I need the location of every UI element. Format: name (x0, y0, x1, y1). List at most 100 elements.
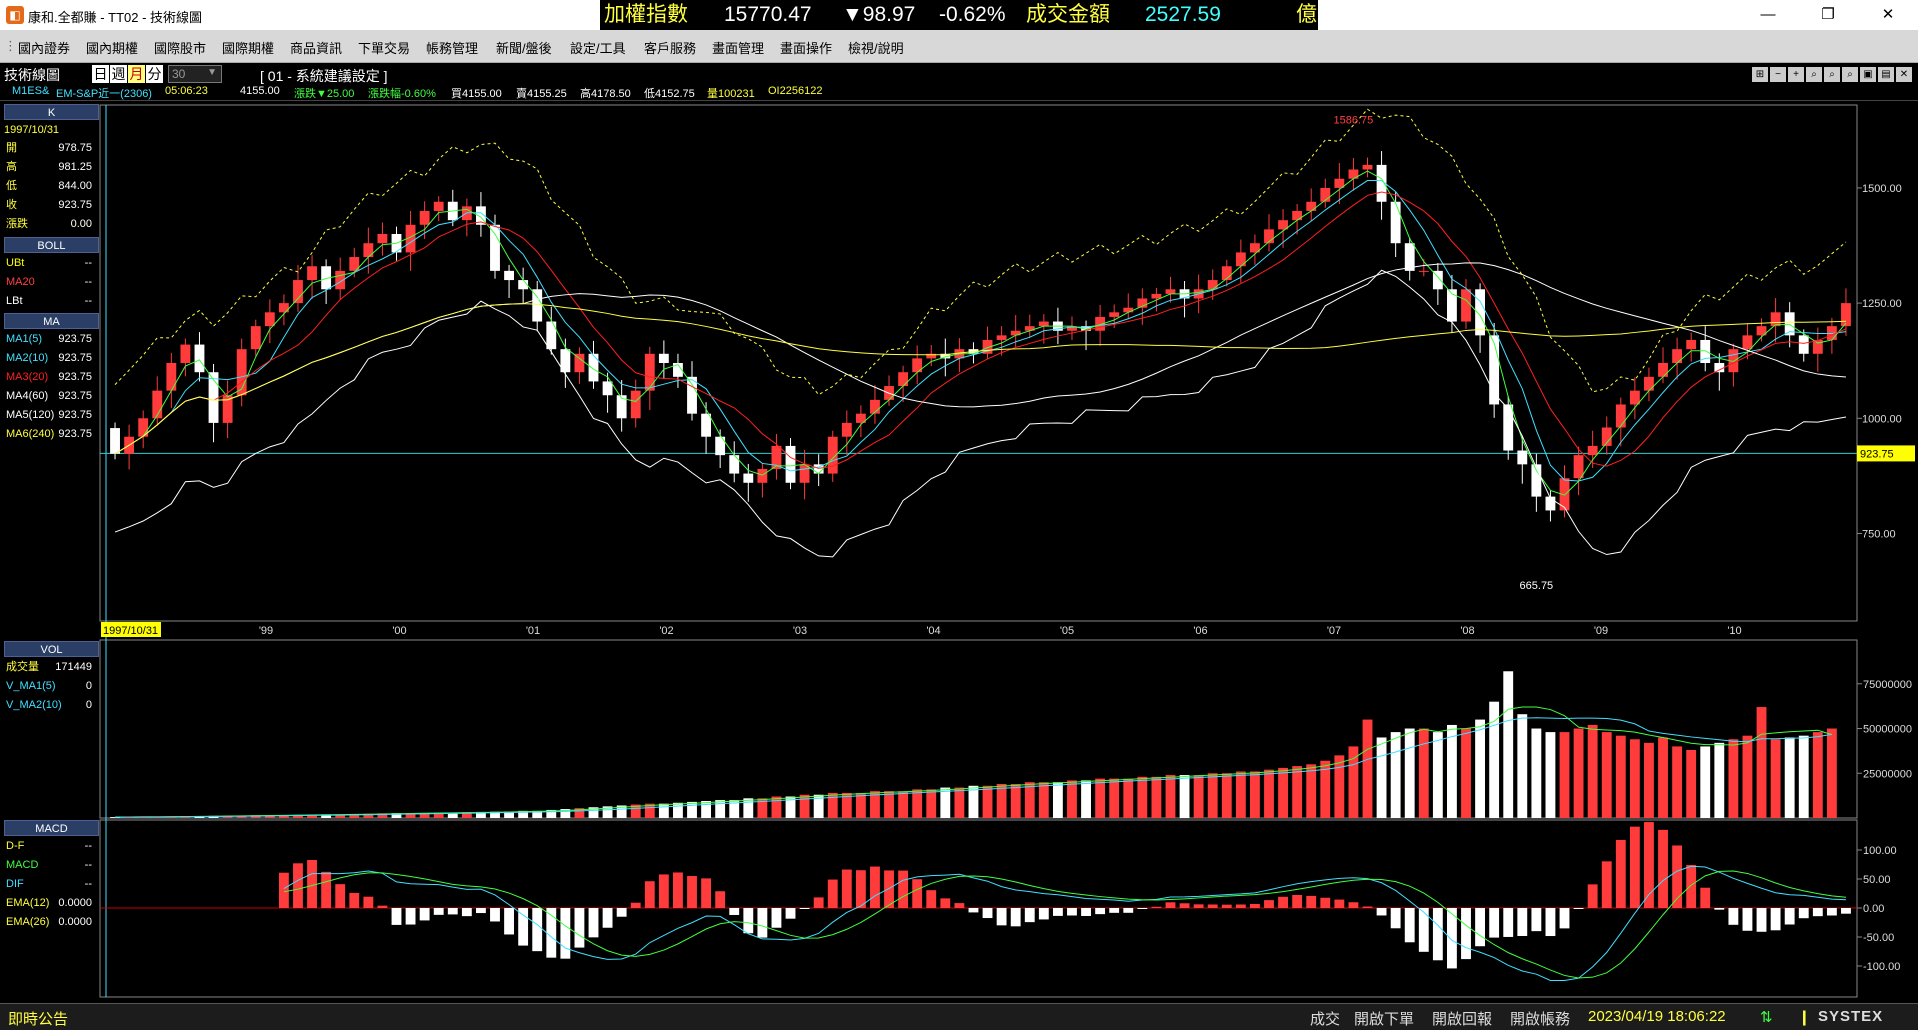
boll-row-0-key: UBt (6, 257, 25, 269)
candle-body-116 (1742, 335, 1753, 350)
candle-body-104 (1573, 455, 1584, 479)
vol-bar-35 (602, 806, 613, 818)
minimize-icon[interactable]: — (1760, 6, 1776, 23)
restore-icon[interactable]: ❐ (1821, 6, 1835, 23)
candle-body-31 (546, 321, 557, 350)
macd-bar-96 (1461, 908, 1471, 960)
macd-panel-head[interactable]: MACD (4, 820, 99, 836)
macd-bar-110 (1658, 829, 1668, 908)
open-report-button[interactable]: 開啟回報 (1432, 1011, 1493, 1028)
boll-row-0-value: -- (84, 257, 92, 269)
candle-body-32 (560, 349, 571, 373)
candle-body-52 (841, 422, 852, 437)
candle-body-83 (1278, 220, 1288, 230)
macd-bar-93 (1418, 908, 1429, 952)
interval-value: 30 (172, 67, 186, 81)
vol-bar-107 (1615, 735, 1626, 818)
vol-panel-head[interactable]: VOL (4, 641, 99, 657)
ma-row-4-value: 923.75 (58, 409, 92, 421)
setting-label[interactable]: [ 01 - 系統建議設定 ] (260, 68, 388, 84)
x-axis-label-6: '05 (1060, 625, 1074, 637)
vol-bar-74 (1151, 776, 1162, 818)
period-button-1[interactable]: 週 (110, 65, 127, 83)
open-account-button[interactable]: 開啟帳務 (1510, 1011, 1571, 1028)
macd-bar-52 (841, 869, 852, 908)
vol-bar-112 (1686, 750, 1697, 818)
k-row-2-key: 低 (6, 180, 17, 192)
macd-bar-46 (757, 908, 768, 938)
candle-body-7 (208, 372, 219, 423)
vol-row-2-key: V_MA2(10) (6, 699, 62, 711)
close-icon[interactable]: ✕ (1881, 6, 1895, 23)
layout-icon[interactable]: ▤ (1878, 67, 1894, 82)
period-button-2[interactable]: 月 (128, 65, 145, 83)
macd-bar-35 (602, 908, 613, 928)
macd-bar-25 (461, 908, 472, 917)
k-row-4-value: 0.00 (70, 218, 92, 230)
candle-body-16 (335, 270, 346, 290)
menu-item-1[interactable]: 國內期權 (86, 41, 139, 56)
interval-select[interactable]: 30 ▼ (168, 65, 222, 83)
vol-bar-25 (461, 812, 472, 818)
macd-bar-106 (1601, 861, 1612, 908)
search-icon[interactable]: ⌕ (1806, 67, 1822, 82)
price-frame (99, 104, 1858, 622)
current-price-tag (1857, 445, 1915, 462)
vol-bar-105 (1587, 724, 1598, 818)
macd-bar-95 (1447, 908, 1457, 969)
macd-bar-76 (1179, 903, 1190, 908)
menu-item-12[interactable]: 檢視/說明 (848, 41, 904, 56)
ma-panel-head[interactable]: MA (4, 313, 99, 329)
news-label[interactable]: 即時公告 (8, 1011, 69, 1028)
vol-bar-111 (1672, 746, 1683, 818)
vol-bar-16 (335, 814, 346, 818)
menu-item-7[interactable]: 新聞/盤後 (496, 41, 552, 56)
menu-item-0[interactable]: 國內證券 (18, 41, 71, 56)
menu-item-5[interactable]: 下單交易 (358, 41, 411, 56)
candle-body-51 (827, 436, 838, 474)
save-icon[interactable]: ▣ (1860, 67, 1876, 82)
open-order-button[interactable]: 開啟下單 (1354, 1011, 1415, 1028)
candle-body-86 (1320, 187, 1331, 202)
menu-item-6[interactable]: 帳務管理 (426, 41, 479, 56)
menu-item-10[interactable]: 畫面管理 (712, 41, 765, 56)
vol-bar-92 (1404, 728, 1415, 818)
candle-body-14 (307, 266, 317, 281)
menu-item-2[interactable]: 國際股市 (154, 41, 207, 56)
boll-panel-head[interactable]: BOLL (4, 237, 99, 253)
crosshair-icon[interactable]: ⊞ (1752, 67, 1768, 82)
search-plus-icon[interactable]: ⌕ (1824, 67, 1840, 82)
menu-item-3[interactable]: 國際期權 (222, 41, 275, 56)
trade-button[interactable]: 成交 (1310, 1011, 1341, 1028)
candle-body-56 (898, 372, 909, 387)
menu-item-9[interactable]: 客戶服務 (644, 41, 697, 56)
vol-bar-0 (110, 817, 120, 818)
vol-bar-60 (954, 787, 965, 818)
close-panel-icon[interactable]: ✕ (1896, 67, 1912, 82)
menu-item-11[interactable]: 畫面操作 (780, 41, 833, 56)
candle-body-79 (1221, 266, 1232, 281)
app-logo-icon: ◧ (6, 6, 24, 24)
vol-bar-34 (588, 807, 599, 818)
search-minus-icon[interactable]: ⌕ (1842, 67, 1858, 82)
zoom-in-icon[interactable]: + (1788, 67, 1804, 82)
candle-body-50 (813, 464, 824, 474)
menu-item-8[interactable]: 設定/工具 (570, 41, 626, 56)
alert-icon[interactable]: ❙ (1798, 1009, 1811, 1026)
vol-bar-14 (307, 814, 317, 818)
vol-bar-121 (1812, 732, 1823, 818)
candle-body-95 (1447, 289, 1457, 322)
zoom-out-icon[interactable]: − (1770, 67, 1786, 82)
candle-body-118 (1770, 312, 1781, 327)
k-panel-head[interactable]: K (4, 104, 99, 120)
vol-bar-70 (1095, 778, 1106, 818)
candle-body-93 (1418, 270, 1429, 272)
candle-body-121 (1812, 339, 1823, 354)
period-button-0[interactable]: 日 (92, 65, 109, 83)
vol-bar-71 (1109, 778, 1120, 818)
candle-body-80 (1235, 252, 1246, 267)
menu-item-4[interactable]: 商品資訊 (290, 41, 343, 56)
candle-body-102 (1545, 496, 1556, 511)
period-button-3[interactable]: 分 (146, 65, 163, 83)
